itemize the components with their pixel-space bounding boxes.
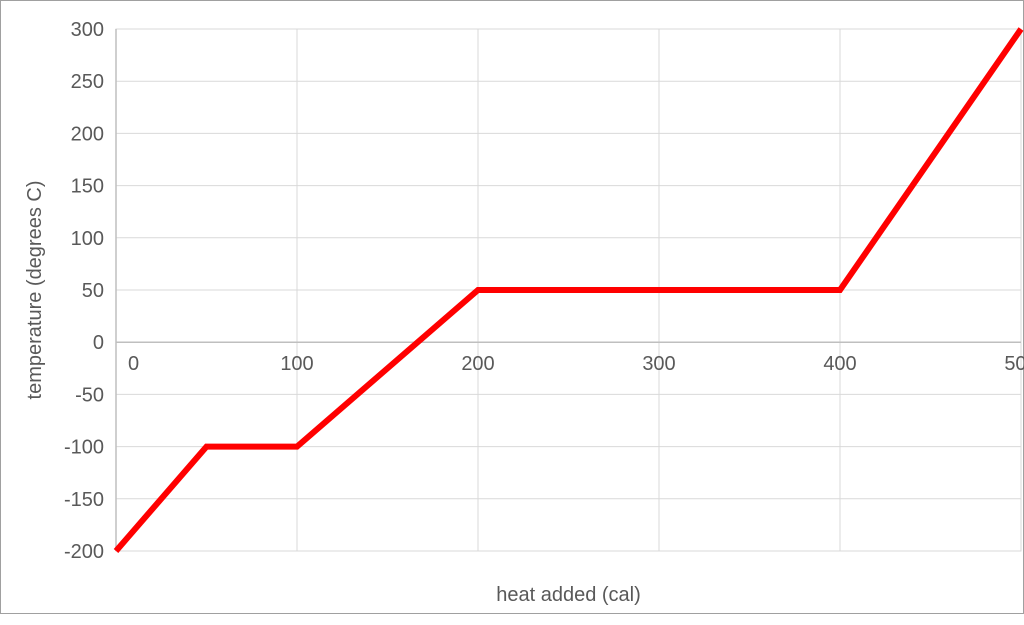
y-tick-label: 100 <box>71 228 104 250</box>
line-chart: 0 100 200 300 400 500 -200 -150 -100 -50 0 50 100 150… <box>11 11 1024 625</box>
y-tick-label: 0 <box>93 332 104 354</box>
y-tick-label: 50 <box>82 280 104 302</box>
y-tick-label: 150 <box>71 176 104 198</box>
x-tick-label: 0 <box>128 353 139 375</box>
y-tick-label: -200 <box>64 541 104 563</box>
x-tick-label: 500 <box>1004 353 1024 375</box>
y-tick-label: -150 <box>64 489 104 511</box>
x-tick-label: 100 <box>280 353 313 375</box>
x-tick-label: 200 <box>461 353 494 375</box>
x-tick-label: 400 <box>823 353 856 375</box>
y-tick-label: 200 <box>71 123 104 145</box>
x-tick-label: 300 <box>642 353 675 375</box>
y-tick-label: -100 <box>64 437 104 459</box>
chart-frame: 0 100 200 300 400 500 -200 -150 -100 -50 0 50 100 150… <box>0 0 1024 614</box>
y-tick-label: 300 <box>71 19 104 41</box>
y-axis-title: temperature (degrees C) <box>24 181 46 400</box>
y-tick-label: -50 <box>75 384 104 406</box>
y-tick-label: 250 <box>71 71 104 93</box>
x-axis-title: heat added (cal) <box>496 584 641 606</box>
